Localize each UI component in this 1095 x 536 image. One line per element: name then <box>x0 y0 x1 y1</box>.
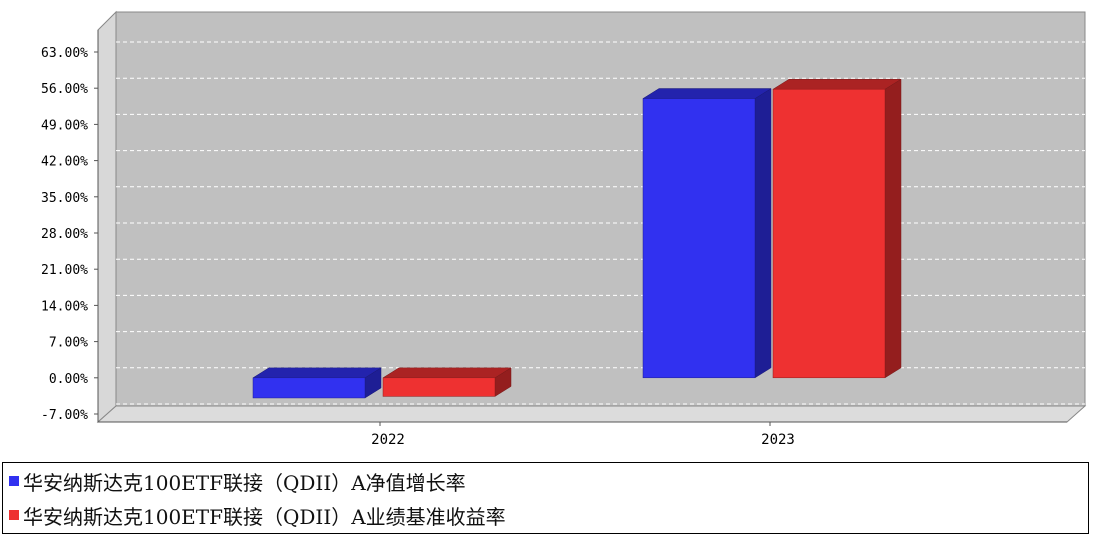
bar-2022-series-1 <box>252 367 382 399</box>
y-tick-label: 0.00% <box>49 372 88 387</box>
bar-front-face <box>252 377 366 399</box>
legend: 华安纳斯达克100ETF联接（QDII）A净值增长率 华安纳斯达克100ETF联… <box>2 462 1089 534</box>
bars <box>252 78 902 399</box>
bar-2023-series-2 <box>772 78 902 379</box>
legend-swatch-benchmark <box>9 510 19 520</box>
bar-front-face <box>772 88 886 379</box>
legend-item-benchmark: 华安纳斯达克100ETF联接（QDII）A业绩基准收益率 <box>9 501 506 529</box>
y-tick-label: 28.00% <box>41 227 88 242</box>
y-tick-label: 56.00% <box>41 82 88 97</box>
plot-side-wall <box>97 10 117 424</box>
bar-top-face <box>252 367 382 379</box>
bar-2023-series-1 <box>642 88 772 379</box>
legend-swatch-nav-growth <box>9 476 19 486</box>
y-tick-label: -7.00% <box>41 408 88 423</box>
bar-side-face <box>754 88 772 379</box>
bar-top-face <box>642 88 772 99</box>
y-axis-ticks: -7.00% 0.00% 7.00% 14.00% 21.00% 28.00% 35.00%… <box>41 46 98 423</box>
bar-side-face <box>884 78 902 379</box>
x-tick-label: 2022 <box>371 432 405 448</box>
y-tick-label: 14.00% <box>41 299 88 314</box>
y-tick-label: 7.00% <box>49 336 88 351</box>
y-tick-label: 63.00% <box>41 46 88 61</box>
bar-top-face <box>772 78 902 90</box>
legend-item-nav-growth: 华安纳斯达克100ETF联接（QDII）A净值增长率 <box>9 467 466 495</box>
plot-back-wall <box>115 11 1086 407</box>
bar-front-face <box>382 377 496 397</box>
bar-2022-series-2 <box>382 367 512 397</box>
legend-label-benchmark: 华安纳斯达克100ETF联接（QDII）A业绩基准收益率 <box>23 504 506 529</box>
bar-front-face <box>642 98 756 379</box>
legend-label-nav-growth: 华安纳斯达克100ETF联接（QDII）A净值增长率 <box>23 470 466 495</box>
x-axis-ticks: 2022 2023 <box>371 422 795 448</box>
y-tick-label: 42.00% <box>41 155 88 170</box>
y-tick-label: 21.00% <box>41 263 88 278</box>
y-tick-label: 49.00% <box>41 118 88 133</box>
y-tick-label: 35.00% <box>41 191 88 206</box>
plot-floor <box>96 405 1087 423</box>
x-tick-label: 2023 <box>761 432 795 448</box>
bar-top-face <box>382 367 512 379</box>
bar-chart: -7.00% 0.00% 7.00% 14.00% 21.00% 28.00% 35.00%… <box>41 10 1087 448</box>
